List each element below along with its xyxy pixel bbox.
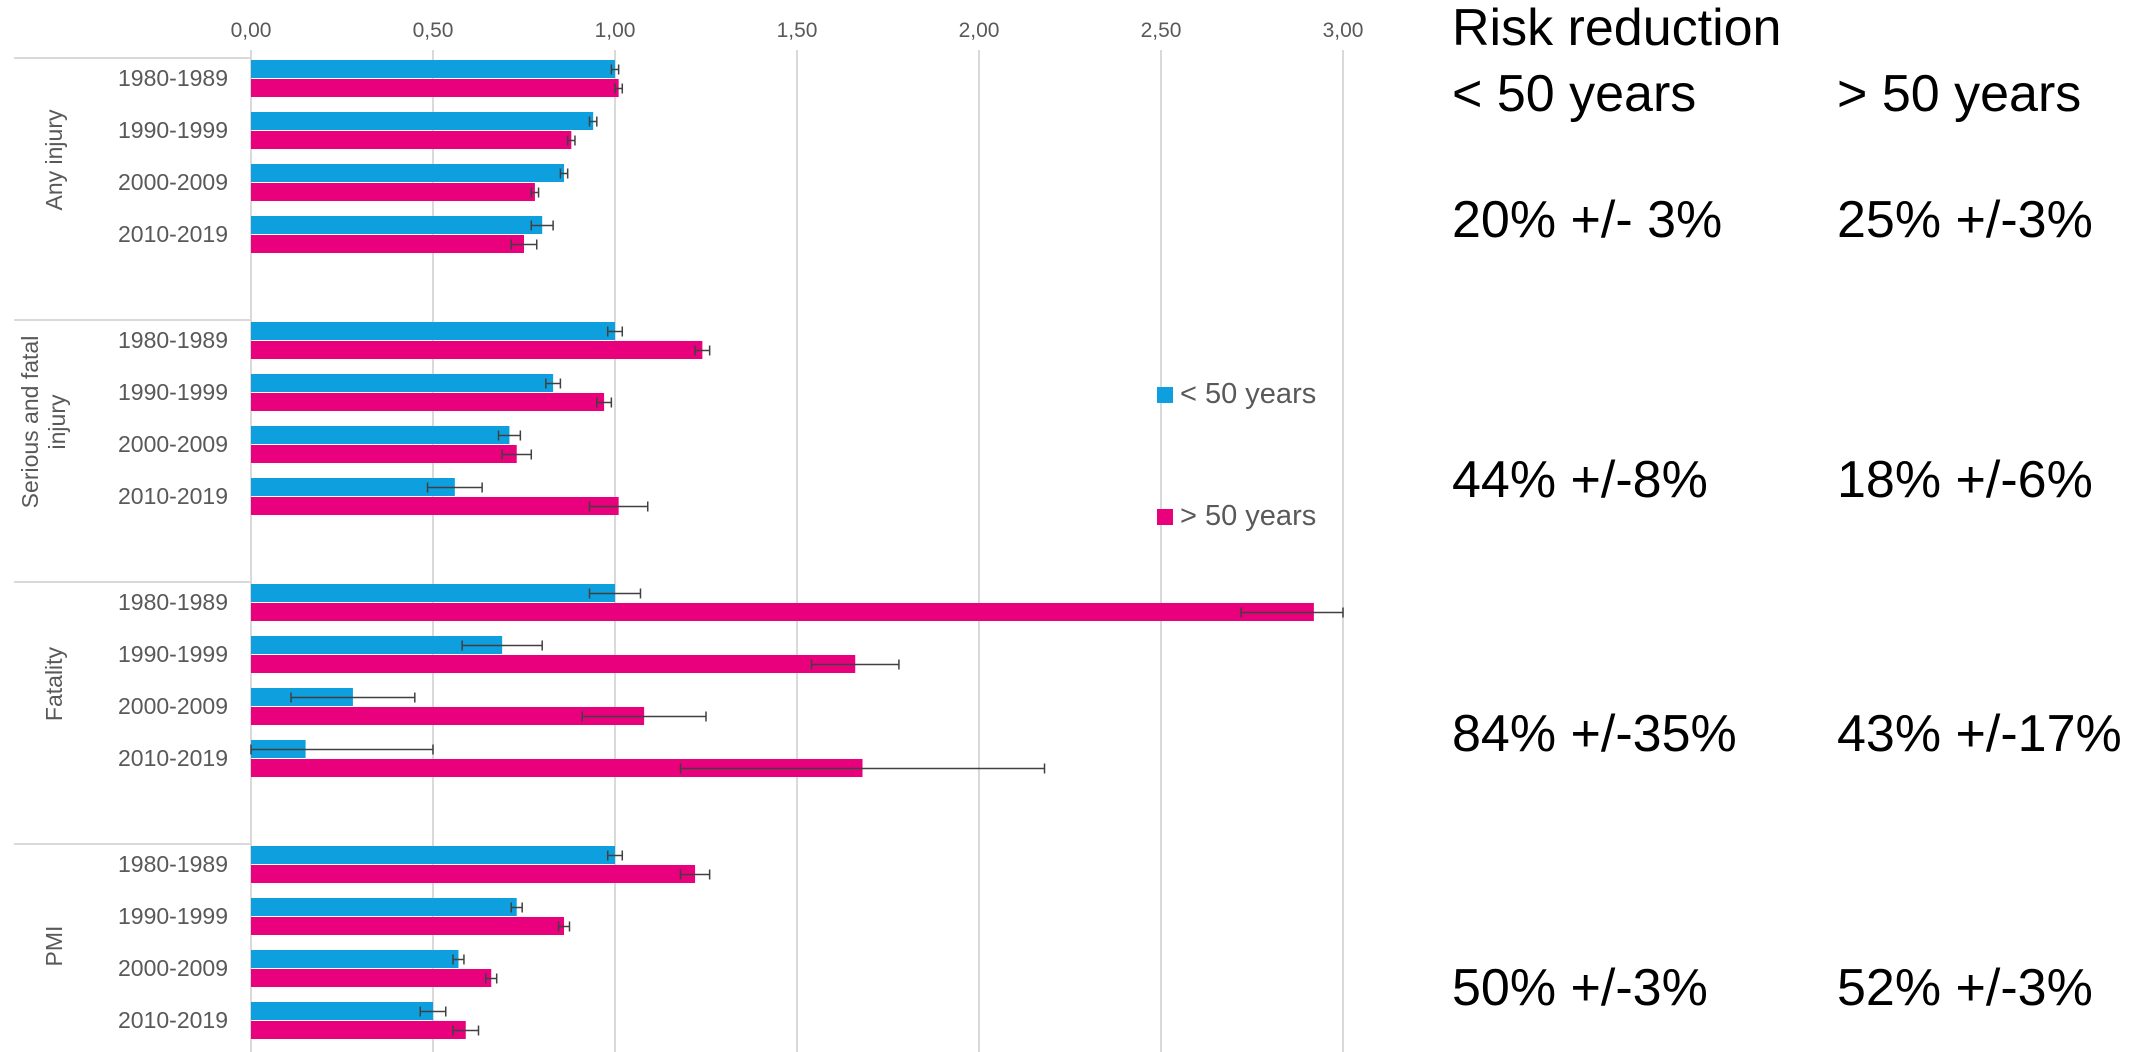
bar [251, 846, 615, 864]
bar [251, 164, 565, 182]
x-tick-label: 2,00 [959, 19, 1000, 42]
col1-header: < 50 years [1452, 65, 1697, 123]
rr-serious-fatal-under-50: 44% +/-8% [1452, 451, 1708, 509]
bar [251, 1002, 433, 1020]
category-label: 2000-2009 [118, 693, 228, 719]
group-label: PMI [41, 926, 67, 967]
rr-any-injury-over-50: 25% +/-3% [1837, 191, 2093, 249]
x-tick-label: 0,00 [231, 19, 272, 42]
category-labels: 1980-1989 1990-1999 2000-2009 2010-2019 1980… [118, 65, 228, 1033]
bar [251, 950, 459, 968]
bar [251, 131, 572, 149]
category-label: 1990-1999 [118, 903, 228, 929]
error-bars [250, 64, 1344, 1036]
col2-header: > 50 years [1837, 65, 2082, 123]
rr-fatality-over-50: 43% +/-17% [1837, 705, 2122, 763]
legend-swatch [1157, 509, 1173, 525]
group-label: Fatality [41, 646, 67, 721]
category-label: 1980-1989 [118, 65, 228, 91]
bar [251, 322, 615, 340]
bar [251, 216, 543, 234]
group-label: Serious and fatalinjury [17, 336, 70, 509]
category-label: 1990-1999 [118, 117, 228, 143]
category-label: 1980-1989 [118, 851, 228, 877]
rr-any-injury-under-50: 20% +/- 3% [1452, 191, 1723, 249]
legend: < 50 years > 50 years [1157, 378, 1316, 532]
group-label-line: Any injury [41, 109, 67, 210]
bar [251, 1021, 466, 1039]
legend-swatch [1157, 387, 1173, 403]
group-label: Any injury [41, 109, 67, 210]
bar [251, 426, 510, 444]
group-label-line: Serious and fatal [17, 336, 43, 509]
bar [251, 655, 856, 673]
bar [251, 497, 619, 515]
risk-reduction-title: Risk reduction [1452, 0, 1782, 57]
bar [251, 393, 605, 411]
x-tick-label: 0,50 [413, 19, 454, 42]
bar [251, 865, 696, 883]
bar-chart: 0,00 0,50 1,00 1,50 2,00 2,50 3,00 1980-198919… [14, 19, 1364, 1052]
category-label: 2010-2019 [118, 483, 228, 509]
bar [251, 79, 619, 97]
legend-label: < 50 years [1180, 378, 1316, 410]
category-label: 2010-2019 [118, 1007, 228, 1033]
bar [251, 707, 645, 725]
bar [251, 235, 524, 253]
category-label: 1980-1989 [118, 589, 228, 615]
category-label: 1980-1989 [118, 327, 228, 353]
category-label: 2010-2019 [118, 221, 228, 247]
bar [251, 759, 863, 777]
group-label-line: Fatality [41, 646, 67, 721]
bar [251, 917, 565, 935]
x-tick-label: 3,00 [1323, 19, 1364, 42]
bar [251, 969, 492, 987]
category-label: 2000-2009 [118, 955, 228, 981]
x-tick-label: 1,50 [777, 19, 818, 42]
bar [251, 183, 535, 201]
category-label: 1990-1999 [118, 379, 228, 405]
bars [251, 60, 1314, 1039]
category-label: 2010-2019 [118, 745, 228, 771]
rr-pmi-over-50: 52% +/-3% [1837, 959, 2093, 1017]
bar [251, 898, 517, 916]
rr-pmi-under-50: 50% +/-3% [1452, 959, 1708, 1017]
category-label: 1990-1999 [118, 641, 228, 667]
category-label: 2000-2009 [118, 169, 228, 195]
bar [251, 445, 517, 463]
category-label: 2000-2009 [118, 431, 228, 457]
group-labels: Any injury Serious and fatalinjury Fatalit… [17, 109, 70, 966]
group-label-line: injury [44, 394, 70, 449]
bar [251, 636, 503, 654]
x-tick-label: 1,00 [595, 19, 636, 42]
bar [251, 112, 594, 130]
rr-serious-fatal-over-50: 18% +/-6% [1837, 451, 2093, 509]
x-tick-label: 2,50 [1141, 19, 1182, 42]
bar [251, 374, 554, 392]
x-axis-tick-labels: 0,00 0,50 1,00 1,50 2,00 2,50 3,00 [231, 19, 1364, 42]
bar [251, 603, 1314, 621]
bar [251, 60, 615, 78]
bar [251, 341, 703, 359]
rr-fatality-under-50: 84% +/-35% [1452, 705, 1737, 763]
bar [251, 478, 455, 496]
group-label-line: PMI [41, 926, 67, 967]
bar [251, 584, 615, 602]
legend-label: > 50 years [1180, 500, 1316, 532]
risk-reduction-panel: Risk reduction < 50 years > 50 years 20%… [1452, 0, 2139, 1052]
